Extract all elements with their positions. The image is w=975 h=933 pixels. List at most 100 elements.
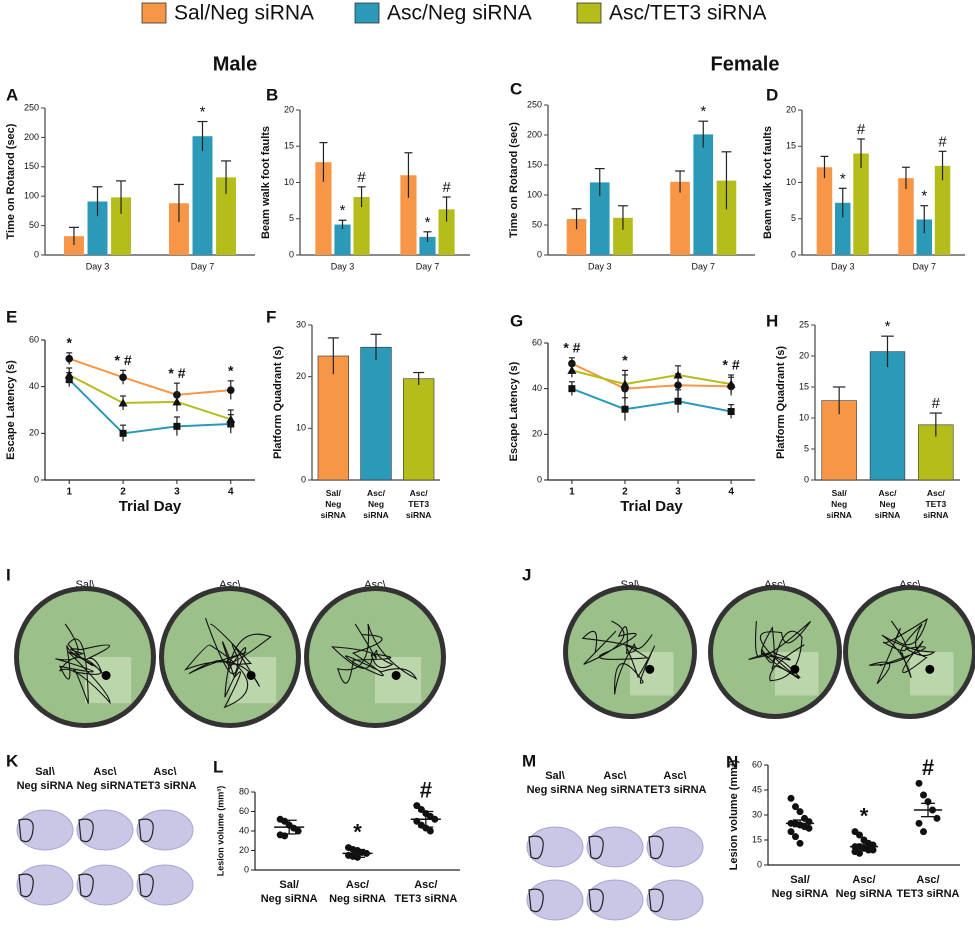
data-point	[787, 794, 795, 802]
annotation: *	[200, 103, 206, 120]
bar	[192, 136, 213, 255]
data-point	[869, 846, 877, 854]
platform	[101, 670, 111, 680]
annotation: *	[921, 188, 927, 205]
x-tick-label: 1	[569, 487, 575, 498]
y-tick-label: 0	[537, 249, 542, 259]
x-tick-label: Day 3	[588, 261, 612, 271]
x-tick-label: Asc/Neg siRNA	[329, 879, 386, 905]
x-tick-label: Day 7	[416, 261, 440, 271]
annotation: *	[340, 202, 346, 219]
y-tick-label: 100	[24, 191, 39, 201]
y-axis-label: Platform Quadrant (s)	[775, 346, 787, 459]
lesion-outline	[588, 888, 604, 913]
lesion-outline	[528, 835, 544, 860]
lesion-outline	[138, 818, 154, 843]
marker	[726, 379, 736, 388]
annotation: #	[420, 777, 432, 802]
data-point	[915, 819, 923, 827]
quadrant	[910, 652, 954, 696]
lesion-outline	[528, 888, 544, 913]
y-axis-label: Beam walk foot faults	[762, 126, 774, 239]
y-tick-label: 0	[289, 249, 294, 259]
bar	[334, 224, 351, 255]
annotation: * #	[168, 365, 185, 381]
bar	[216, 177, 237, 255]
y-tick-label: 250	[527, 99, 542, 109]
brain-section	[646, 826, 704, 868]
x-tick-label: 4	[228, 487, 234, 498]
image-label: Sal\Neg siRNA	[527, 770, 584, 796]
y-tick-label: 0	[791, 249, 796, 259]
y-tick-label: 10	[296, 423, 306, 433]
bar	[438, 209, 455, 255]
quadrant	[375, 657, 422, 704]
x-tick-label: Day 7	[191, 261, 215, 271]
bar	[63, 236, 84, 255]
y-tick-label: 60	[29, 334, 39, 344]
y-tick-label: 150	[527, 159, 542, 169]
data-point	[796, 808, 804, 816]
y-tick-label: 0	[244, 864, 249, 874]
marker	[674, 397, 682, 405]
annotation: *	[840, 170, 846, 187]
platform	[391, 670, 401, 680]
panel-letter: B	[266, 85, 278, 104]
legend-swatch	[354, 2, 380, 24]
y-tick-label: 0	[537, 474, 542, 484]
y-tick-label: 20	[532, 429, 542, 439]
y-tick-label: 0	[301, 474, 306, 484]
lesion-outline	[78, 873, 94, 898]
y-tick-label: 30	[296, 319, 306, 329]
bar	[168, 203, 189, 255]
marker	[727, 408, 735, 415]
y-tick-label: 0	[757, 859, 762, 869]
x-tick-label: Day 7	[691, 261, 715, 271]
y-axis-label: Time on Rotarod (sec)	[5, 123, 17, 239]
y-tick-label: 15	[284, 141, 294, 151]
lesion-outline	[138, 873, 154, 898]
swim-path	[869, 618, 936, 685]
x-tick-label: Sal/Neg siRNA	[772, 874, 829, 900]
annotation: #	[922, 755, 934, 780]
marker	[621, 405, 629, 413]
y-tick-label: 60	[752, 759, 762, 769]
data-point	[426, 827, 434, 835]
legend-swatch	[576, 2, 602, 24]
y-tick-label: 15	[786, 141, 796, 151]
y-tick-label: 5	[289, 213, 294, 223]
brain-section	[16, 864, 74, 906]
bar	[716, 180, 737, 255]
swim-path	[330, 623, 418, 684]
brain-section	[76, 809, 134, 851]
marker	[64, 370, 74, 379]
y-axis-label: Escape Latency (s)	[5, 360, 17, 460]
y-tick-label: 0	[804, 474, 809, 484]
bar	[670, 181, 690, 255]
marker	[674, 381, 682, 390]
brain-section	[76, 864, 134, 906]
y-tick-label: 100	[527, 189, 542, 199]
y-tick-label: 20	[239, 845, 249, 855]
annotation: #	[932, 395, 941, 412]
platform	[246, 670, 256, 680]
annotation: #	[857, 121, 866, 138]
bar	[916, 219, 932, 255]
bar	[869, 351, 906, 481]
platform	[790, 664, 800, 674]
x-tick-label: Asc/Neg siRNA	[363, 488, 389, 520]
data-point	[856, 849, 863, 857]
x-tick-label: Asc/TET3 siRNA	[406, 488, 432, 520]
platform	[925, 664, 935, 674]
bar	[835, 202, 851, 255]
y-tick-label: 20	[29, 428, 39, 438]
legend-label: Asc/Neg siRNA	[387, 2, 532, 25]
data-point	[294, 827, 302, 835]
lesion-outline	[648, 888, 664, 913]
line	[68, 378, 231, 435]
bar	[317, 355, 349, 481]
y-tick-label: 0	[34, 249, 39, 259]
bar	[353, 197, 370, 255]
y-tick-label: 150	[24, 161, 39, 171]
image-label: Asc\TET3 siRNA	[134, 766, 197, 792]
